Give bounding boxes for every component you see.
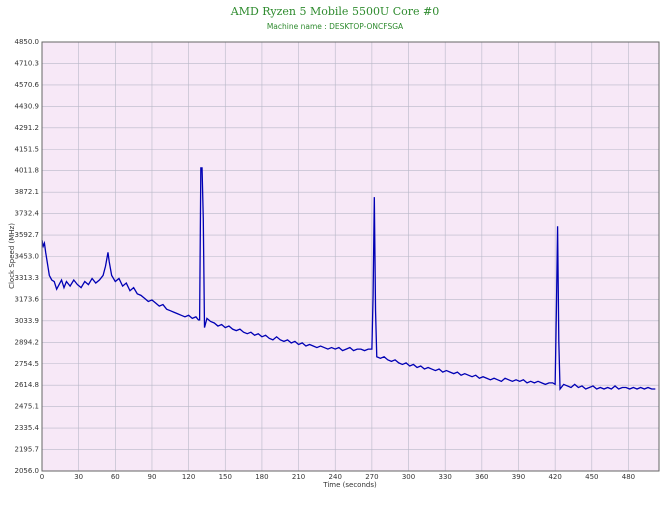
y-tick-label: 4430.9 xyxy=(15,102,40,110)
data-line xyxy=(41,167,656,391)
x-tick-label: 360 xyxy=(475,473,488,481)
y-tick-label: 2335.4 xyxy=(15,424,40,432)
y-tick-label: 3592.7 xyxy=(15,231,40,239)
x-tick-label: 270 xyxy=(365,473,378,481)
chart-title: AMD Ryzen 5 Mobile 5500U Core #0 xyxy=(230,5,439,18)
y-tick-label: 4570.6 xyxy=(15,81,40,89)
x-tick-label: 480 xyxy=(622,473,635,481)
x-tick-label: 120 xyxy=(182,473,195,481)
y-tick-label: 2754.5 xyxy=(15,360,40,368)
y-tick-label: 2195.7 xyxy=(15,446,40,454)
x-tick-label: 180 xyxy=(255,473,268,481)
y-tick-label: 4011.8 xyxy=(15,167,40,175)
y-tick-label: 4151.5 xyxy=(15,145,40,153)
y-tick-label: 4291.2 xyxy=(15,124,40,132)
x-tick-label: 240 xyxy=(329,473,342,481)
y-tick-label: 3872.1 xyxy=(15,188,40,196)
y-tick-label: 2894.2 xyxy=(15,338,40,346)
y-axis-label: Clock Speed (MHz) xyxy=(8,223,16,289)
x-tick-label: 420 xyxy=(548,473,561,481)
y-tick-label: 2056.0 xyxy=(15,467,40,475)
x-tick-label: 60 xyxy=(111,473,120,481)
y-tick-label: 3453.0 xyxy=(15,253,40,261)
y-tick-label: 4850.0 xyxy=(15,38,40,46)
x-tick-label: 0 xyxy=(40,473,44,481)
y-tick-label: 2475.1 xyxy=(15,403,40,411)
chart-subtitle: Machine name : DESKTOP-ONCFSGA xyxy=(267,22,404,31)
x-tick-label: 330 xyxy=(439,473,452,481)
y-tick-label: 3173.6 xyxy=(15,295,40,303)
x-tick-label: 390 xyxy=(512,473,525,481)
x-tick-label: 90 xyxy=(147,473,156,481)
y-tick-label: 3033.9 xyxy=(15,317,40,325)
x-axis-label: Time (seconds) xyxy=(322,481,377,489)
x-tick-label: 300 xyxy=(402,473,415,481)
y-tick-label: 3313.3 xyxy=(15,274,40,282)
x-tick-label: 210 xyxy=(292,473,305,481)
y-tick-label: 3732.4 xyxy=(15,210,40,218)
plot-frame xyxy=(41,41,660,472)
y-tick-label: 2614.8 xyxy=(15,381,40,389)
y-tick-label: 4710.3 xyxy=(15,59,40,67)
x-tick-label: 30 xyxy=(74,473,83,481)
x-tick-label: 450 xyxy=(585,473,598,481)
x-tick-label: 150 xyxy=(219,473,232,481)
